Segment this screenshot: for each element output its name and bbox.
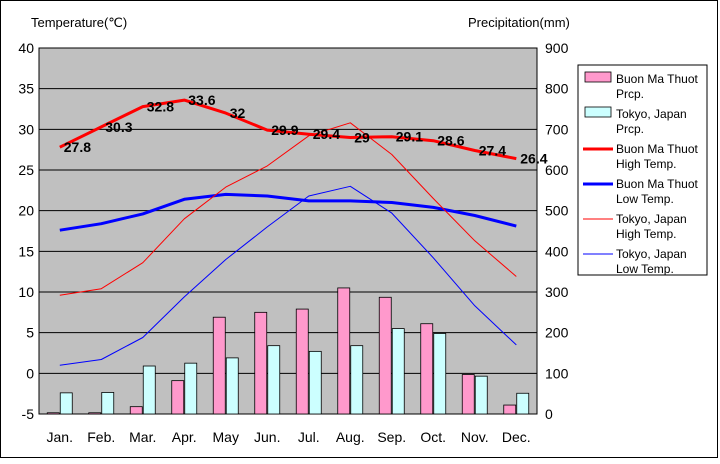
bar-tokyo-12 <box>516 392 530 415</box>
data-label-2: 30.3 <box>105 119 132 135</box>
x-tick-8: Aug. <box>336 429 365 445</box>
right-tick-2: 200 <box>545 325 569 341</box>
line-tokyo-low <box>59 185 517 366</box>
x-tick-6: Jun. <box>254 429 280 445</box>
left-tick-4: 15 <box>18 243 34 259</box>
x-tick-4: Apr. <box>172 429 197 445</box>
data-label-7: 29.4 <box>313 126 340 142</box>
bar-tokyo-8 <box>350 345 364 415</box>
bar-tokyo-5 <box>225 357 239 415</box>
legend-label-4-line2: Low Temp. <box>616 192 674 206</box>
bar-tokyo-10 <box>433 333 447 415</box>
right-tick-9: 900 <box>545 40 569 56</box>
legend-box <box>577 64 708 276</box>
legend-label-1-line1: Buon Ma Thuot <box>616 72 698 86</box>
right-tick-3: 300 <box>545 284 569 300</box>
bar-tokyo-3 <box>142 365 156 415</box>
data-label-9: 29.1 <box>396 129 423 145</box>
left-tick-8: 35 <box>18 81 34 97</box>
left-tick-1: 0 <box>26 365 34 381</box>
legend-label-6-line2: Low Temp. <box>616 262 674 276</box>
legend-label-2-line2: Prcp. <box>616 122 644 136</box>
line-tokyo-high <box>59 122 517 296</box>
bar-bmt-6 <box>254 311 268 415</box>
left-tick-7: 30 <box>18 121 34 137</box>
legend-label-2-line1: Tokyo, Japan <box>616 107 687 121</box>
bar-tokyo-9 <box>391 328 405 415</box>
bar-bmt-8 <box>337 287 351 415</box>
x-tick-3: Mar. <box>129 429 156 445</box>
line-bmt-low <box>59 192 517 232</box>
bar-bmt-1 <box>46 412 60 415</box>
left-tick-0: -5 <box>22 406 35 422</box>
bar-bmt-11 <box>461 374 475 415</box>
right-tick-6: 600 <box>545 162 569 178</box>
x-tick-5: May <box>213 429 239 445</box>
data-label-4: 33.6 <box>188 92 215 108</box>
legend-label-1-line2: Prcp. <box>616 87 644 101</box>
bar-tokyo-6 <box>267 345 281 415</box>
data-label-3: 32.8 <box>147 99 174 115</box>
bar-bmt-10 <box>420 323 434 415</box>
bar-bmt-5 <box>212 316 226 415</box>
right-axis-title: Precipitation(mm) <box>468 15 570 30</box>
legend-label-5-line2: High Temp. <box>616 227 676 241</box>
bar-bmt-3 <box>129 406 143 415</box>
x-tick-1: Jan. <box>47 429 73 445</box>
left-tick-3: 10 <box>18 284 34 300</box>
x-tick-11: Nov. <box>461 429 489 445</box>
x-tick-10: Oct. <box>420 429 446 445</box>
legend-label-4-line1: Buon Ma Thuot <box>616 177 698 191</box>
left-tick-6: 25 <box>18 162 34 178</box>
bar-bmt-9 <box>378 296 392 415</box>
data-label-1: 27.8 <box>64 139 91 155</box>
legend-label-3-line1: Buon Ma Thuot <box>616 142 698 156</box>
data-label-12: 26.4 <box>520 151 547 167</box>
bar-bmt-2 <box>88 412 102 415</box>
legend-label-5-line1: Tokyo, Japan <box>616 212 687 226</box>
legend-swatch-2 <box>584 106 612 118</box>
bar-tokyo-11 <box>474 375 488 415</box>
right-tick-4: 400 <box>545 243 569 259</box>
data-label-10: 28.6 <box>437 133 464 149</box>
left-tick-9: 40 <box>18 40 34 56</box>
plot-area <box>38 47 538 415</box>
right-tick-5: 500 <box>545 203 569 219</box>
bar-bmt-4 <box>171 380 185 415</box>
right-tick-0: 0 <box>545 406 553 422</box>
x-tick-7: Jul. <box>298 429 320 445</box>
data-label-8: 29 <box>354 129 370 145</box>
bar-tokyo-4 <box>184 362 198 415</box>
legend-swatch-1 <box>584 71 612 83</box>
right-tick-1: 100 <box>545 365 569 381</box>
legend-label-6-line1: Tokyo, Japan <box>616 247 687 261</box>
legend-label-3-line2: High Temp. <box>616 157 676 171</box>
data-label-11: 27.4 <box>479 142 506 158</box>
left-tick-5: 20 <box>18 203 34 219</box>
right-tick-8: 800 <box>545 81 569 97</box>
data-label-6: 29.9 <box>271 122 298 138</box>
bar-bmt-12 <box>503 404 517 415</box>
bar-bmt-7 <box>295 308 309 415</box>
data-label-5: 32 <box>230 105 246 121</box>
bar-tokyo-2 <box>101 392 115 415</box>
bar-tokyo-7 <box>308 350 322 415</box>
right-tick-7: 700 <box>545 121 569 137</box>
left-axis-title: Temperature(℃) <box>31 15 127 30</box>
x-tick-12: Dec. <box>502 429 531 445</box>
x-tick-2: Feb. <box>87 429 115 445</box>
x-tick-9: Sep. <box>377 429 406 445</box>
bar-tokyo-1 <box>59 392 73 415</box>
left-tick-2: 5 <box>26 325 34 341</box>
line-bmt-high <box>59 98 517 161</box>
